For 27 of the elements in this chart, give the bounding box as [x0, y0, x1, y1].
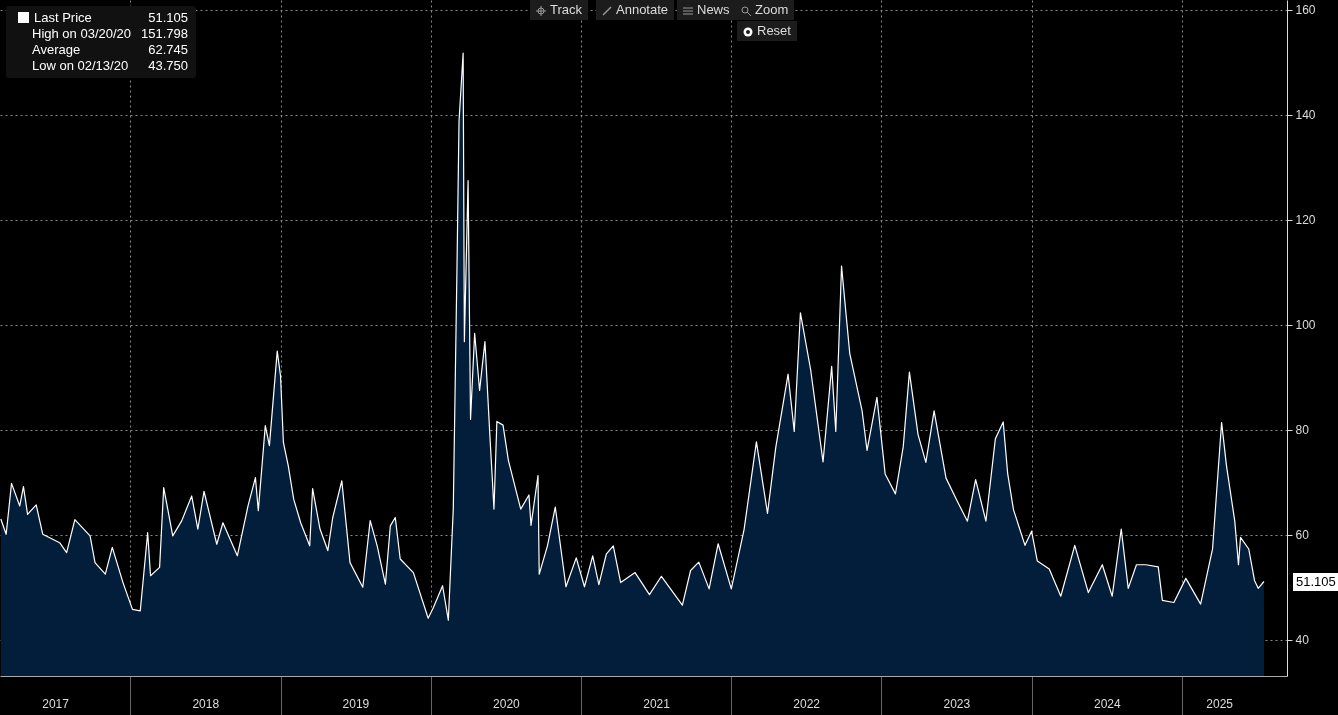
annotation: 51.105: [1293, 572, 1338, 591]
annotation: News: [677, 0, 736, 20]
text: Average 62.745: [32, 42, 189, 57]
x-tick-label: 2019: [342, 696, 370, 711]
y-tick-label: 60: [1295, 528, 1310, 543]
annotation: Track: [530, 0, 589, 20]
y-tick-label: 80: [1295, 423, 1310, 438]
text: Low on 02/13/20 43.750: [32, 58, 189, 73]
x-tick-label: 2021: [643, 696, 671, 711]
annotation: Zoom: [735, 0, 795, 20]
x-tick-label: 2018: [192, 696, 220, 711]
x-tick-label: 2023: [943, 696, 971, 711]
y-tick-label: 140: [1295, 108, 1316, 123]
y-tick-label: 160: [1295, 3, 1316, 18]
annotation: Reset: [737, 21, 797, 41]
y-tick-label: 40: [1295, 633, 1310, 648]
x-tick-label: 2022: [793, 696, 821, 711]
x-tick-label: 2024: [1093, 696, 1122, 711]
text: 51.105: [148, 10, 189, 25]
y-tick-label: 120: [1295, 213, 1316, 228]
x-tick-label: 2020: [493, 696, 521, 711]
y-tick-label: 100: [1295, 318, 1316, 333]
annotation: High on 03/20/20 151.798: [31, 26, 190, 42]
x-tick-label: 2025: [1206, 696, 1234, 711]
annotation: Annotate: [596, 0, 675, 20]
legend-label: Last Price: [33, 10, 93, 26]
x-tick-label: 2017: [42, 696, 70, 711]
